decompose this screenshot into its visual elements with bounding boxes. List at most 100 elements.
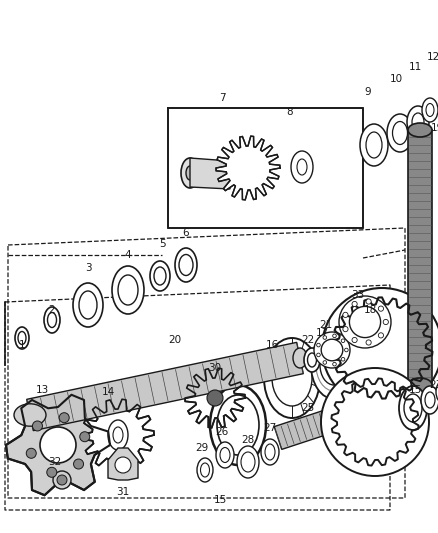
Circle shape [26, 448, 36, 458]
Circle shape [317, 353, 320, 357]
Circle shape [378, 306, 384, 311]
Ellipse shape [15, 327, 29, 349]
Text: 14: 14 [101, 387, 115, 397]
Ellipse shape [399, 386, 427, 430]
Ellipse shape [341, 405, 355, 425]
Circle shape [341, 358, 345, 361]
Text: 21: 21 [319, 320, 332, 330]
Circle shape [343, 327, 348, 332]
Ellipse shape [425, 392, 435, 408]
Ellipse shape [404, 394, 422, 422]
Polygon shape [216, 136, 280, 200]
Ellipse shape [421, 386, 438, 414]
Circle shape [323, 361, 327, 364]
Polygon shape [408, 130, 432, 385]
Circle shape [352, 301, 357, 306]
Ellipse shape [108, 420, 128, 450]
Ellipse shape [154, 267, 166, 285]
Ellipse shape [408, 123, 432, 137]
Circle shape [339, 296, 391, 348]
Circle shape [341, 339, 345, 343]
Circle shape [32, 421, 42, 431]
Ellipse shape [320, 345, 348, 385]
Circle shape [74, 459, 84, 469]
Text: 4: 4 [125, 250, 131, 260]
Circle shape [350, 306, 381, 337]
Text: 33: 33 [351, 290, 364, 300]
Circle shape [378, 333, 384, 338]
Ellipse shape [175, 248, 197, 282]
Text: 25: 25 [301, 403, 314, 413]
Circle shape [115, 457, 131, 473]
Circle shape [322, 288, 438, 408]
Polygon shape [82, 399, 154, 471]
Text: 23: 23 [429, 380, 438, 390]
Ellipse shape [412, 113, 424, 131]
Text: 16: 16 [265, 340, 279, 350]
Ellipse shape [407, 106, 429, 138]
Text: 32: 32 [48, 457, 62, 467]
Text: 31: 31 [117, 487, 130, 497]
Polygon shape [6, 395, 110, 495]
Ellipse shape [237, 446, 259, 478]
Ellipse shape [261, 439, 279, 465]
Ellipse shape [366, 132, 382, 158]
Ellipse shape [304, 348, 320, 372]
Text: 8: 8 [287, 107, 293, 117]
Ellipse shape [311, 331, 357, 399]
Circle shape [314, 332, 350, 368]
Ellipse shape [118, 275, 138, 305]
Circle shape [321, 339, 343, 361]
Ellipse shape [265, 444, 275, 460]
Text: 3: 3 [85, 263, 91, 273]
Ellipse shape [297, 159, 307, 175]
Text: 28: 28 [241, 435, 254, 445]
Ellipse shape [150, 261, 170, 291]
Ellipse shape [436, 381, 438, 403]
Ellipse shape [241, 452, 255, 472]
Text: 13: 13 [35, 385, 49, 395]
Circle shape [321, 368, 429, 476]
Ellipse shape [179, 254, 193, 276]
Polygon shape [108, 440, 114, 450]
Ellipse shape [387, 114, 413, 152]
Ellipse shape [18, 332, 26, 344]
Text: 9: 9 [365, 87, 371, 97]
Ellipse shape [186, 166, 194, 180]
Circle shape [59, 413, 69, 423]
Ellipse shape [422, 98, 438, 122]
Polygon shape [168, 108, 363, 228]
Circle shape [53, 471, 71, 489]
Circle shape [383, 319, 389, 325]
Polygon shape [185, 368, 245, 428]
Text: 17: 17 [315, 328, 328, 338]
Ellipse shape [291, 151, 313, 183]
Circle shape [366, 340, 371, 345]
Text: 27: 27 [263, 423, 277, 433]
Polygon shape [190, 158, 230, 189]
Ellipse shape [216, 442, 234, 468]
Text: 11: 11 [408, 62, 422, 72]
Circle shape [57, 475, 67, 485]
Text: 20: 20 [169, 335, 182, 345]
Circle shape [207, 390, 223, 406]
Ellipse shape [293, 348, 307, 368]
Circle shape [317, 343, 320, 347]
Ellipse shape [79, 291, 97, 319]
Ellipse shape [73, 283, 103, 327]
Ellipse shape [47, 312, 57, 327]
Circle shape [323, 336, 327, 340]
Circle shape [47, 467, 57, 478]
Ellipse shape [44, 307, 60, 333]
Ellipse shape [112, 266, 144, 314]
Text: 5: 5 [159, 239, 165, 249]
Text: 30: 30 [208, 363, 222, 373]
Text: 22: 22 [301, 335, 314, 345]
Polygon shape [274, 403, 352, 449]
Polygon shape [108, 448, 138, 480]
Ellipse shape [426, 103, 434, 117]
Text: 6: 6 [183, 228, 189, 238]
Circle shape [352, 337, 357, 343]
Text: 19: 19 [431, 123, 438, 133]
Ellipse shape [197, 458, 213, 482]
